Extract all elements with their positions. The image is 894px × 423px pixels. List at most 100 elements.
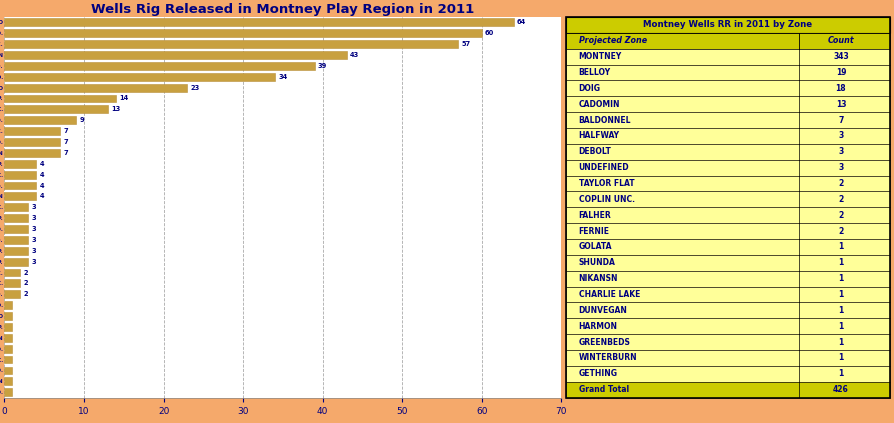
Text: 43: 43 (350, 52, 359, 58)
Text: 39: 39 (318, 63, 327, 69)
Text: BALDONNEL: BALDONNEL (578, 115, 631, 124)
Text: 1: 1 (839, 322, 844, 331)
Bar (566, 286, 890, 302)
Bar (4, 366, 13, 374)
Bar (566, 176, 890, 191)
Text: GOLATA: GOLATA (578, 242, 612, 251)
Bar (4, 40, 458, 48)
Bar (566, 17, 890, 33)
Bar (566, 334, 890, 350)
Bar (4, 171, 37, 179)
Bar (4, 138, 60, 146)
Bar (566, 239, 890, 255)
Text: 1: 1 (839, 338, 844, 346)
Text: 2: 2 (839, 179, 844, 188)
Bar (566, 144, 890, 160)
Text: SHUNDA: SHUNDA (578, 258, 616, 267)
Text: Montney Wells RR in 2011 by Zone: Montney Wells RR in 2011 by Zone (643, 20, 813, 29)
Bar (4, 269, 21, 277)
Bar (566, 366, 890, 382)
Text: FERNIE: FERNIE (578, 227, 610, 236)
Text: 3: 3 (839, 147, 844, 156)
Bar (4, 290, 21, 298)
Bar (4, 51, 347, 59)
Bar (4, 19, 514, 26)
Bar (566, 65, 890, 80)
Text: 4: 4 (39, 172, 44, 178)
Text: MONTNEY: MONTNEY (578, 52, 622, 61)
Text: HARMON: HARMON (578, 322, 618, 331)
Text: FALHER: FALHER (578, 211, 611, 220)
Text: 7: 7 (839, 115, 844, 124)
Text: 3: 3 (31, 248, 36, 254)
Text: 1: 1 (839, 290, 844, 299)
Text: 2: 2 (839, 211, 844, 220)
Text: 2: 2 (839, 195, 844, 204)
Bar (4, 345, 13, 353)
Bar (566, 191, 890, 207)
Bar (4, 323, 13, 331)
Text: Count: Count (828, 36, 855, 45)
Text: 34: 34 (278, 74, 287, 80)
Bar (566, 33, 890, 49)
Text: 1: 1 (839, 369, 844, 378)
Bar (4, 127, 60, 135)
Text: 64: 64 (517, 19, 526, 25)
Bar (4, 29, 482, 37)
Text: BELLOY: BELLOY (578, 68, 611, 77)
Bar (4, 62, 315, 70)
Text: 13: 13 (111, 106, 121, 113)
Text: 7: 7 (63, 139, 68, 145)
Bar (4, 149, 60, 157)
Text: COPLIN UNC.: COPLIN UNC. (578, 195, 635, 204)
Text: Projected Zone: Projected Zone (578, 36, 647, 45)
Text: 3: 3 (31, 237, 36, 243)
Text: HALFWAY: HALFWAY (578, 132, 620, 140)
Bar (4, 181, 37, 190)
Bar (566, 96, 890, 112)
Text: 1: 1 (839, 258, 844, 267)
Bar (566, 382, 890, 398)
Text: UNDEFINED: UNDEFINED (578, 163, 629, 172)
Bar (4, 258, 29, 266)
Bar (566, 160, 890, 176)
Bar (4, 236, 29, 244)
Bar (566, 302, 890, 318)
Text: 3: 3 (839, 163, 844, 172)
Bar (4, 214, 29, 222)
Text: 18: 18 (836, 84, 847, 93)
Text: 23: 23 (190, 85, 200, 91)
Text: 9: 9 (80, 117, 84, 123)
Bar (4, 280, 21, 287)
Bar (4, 225, 29, 233)
Bar (4, 247, 29, 255)
Bar (566, 223, 890, 239)
Bar (566, 49, 890, 65)
Text: Grand Total: Grand Total (578, 385, 628, 394)
Bar (4, 312, 13, 320)
Text: DOIG: DOIG (578, 84, 601, 93)
Text: 19: 19 (836, 68, 847, 77)
Bar (4, 356, 13, 363)
Bar (4, 105, 108, 113)
Bar (4, 160, 37, 168)
Bar (566, 350, 890, 366)
Bar (566, 207, 890, 223)
Text: 13: 13 (836, 100, 847, 109)
Text: TAYLOR FLAT: TAYLOR FLAT (578, 179, 635, 188)
Bar (566, 80, 890, 96)
Bar (566, 128, 890, 144)
Bar (566, 112, 890, 128)
Text: 3: 3 (31, 226, 36, 232)
Bar (4, 203, 29, 211)
Text: NIKANSN: NIKANSN (578, 274, 619, 283)
Text: 1: 1 (839, 306, 844, 315)
Text: 1: 1 (839, 354, 844, 363)
Bar (4, 95, 116, 102)
Bar (566, 318, 890, 334)
Bar (4, 388, 13, 396)
Text: 3: 3 (31, 258, 36, 265)
Text: 3: 3 (31, 215, 36, 221)
Text: 4: 4 (39, 182, 44, 189)
Text: 60: 60 (485, 30, 494, 36)
